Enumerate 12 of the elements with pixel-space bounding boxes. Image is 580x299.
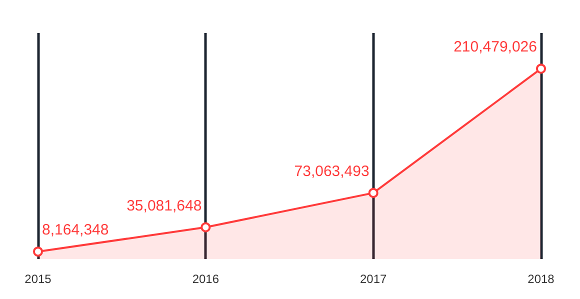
data-label: 210,479,026 bbox=[454, 38, 537, 56]
data-label: 35,081,648 bbox=[126, 197, 202, 214]
x-tick-label: 2015 bbox=[24, 272, 52, 286]
x-tick-label: 2016 bbox=[192, 272, 220, 286]
point bbox=[33, 246, 43, 257]
point bbox=[536, 64, 546, 74]
point bbox=[368, 188, 378, 198]
x-tick-label: 2018 bbox=[528, 272, 555, 286]
data-label: 8,164,348 bbox=[42, 222, 109, 239]
point bbox=[200, 222, 211, 232]
data-label: 73,063,493 bbox=[294, 162, 370, 180]
x-tick-label: 2017 bbox=[360, 272, 388, 286]
